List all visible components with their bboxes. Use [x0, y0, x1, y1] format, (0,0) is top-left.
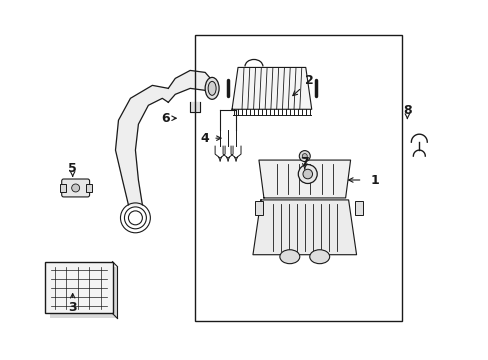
Circle shape — [299, 150, 309, 162]
Text: 5: 5 — [68, 162, 77, 175]
Bar — [195, 35, 402, 321]
Polygon shape — [190, 102, 200, 112]
Ellipse shape — [309, 250, 329, 264]
Circle shape — [298, 165, 317, 184]
Text: 7: 7 — [300, 156, 308, 168]
Ellipse shape — [205, 77, 219, 99]
Ellipse shape — [279, 250, 299, 264]
Polygon shape — [259, 160, 350, 198]
Text: 2: 2 — [305, 74, 313, 87]
Bar — [45, 262, 112, 314]
Bar — [85, 184, 91, 192]
Text: 3: 3 — [68, 301, 77, 314]
Bar — [354, 201, 362, 215]
Polygon shape — [252, 200, 356, 255]
Text: 8: 8 — [402, 104, 411, 117]
Bar — [50, 267, 117, 319]
Bar — [254, 201, 263, 215]
Text: 6: 6 — [161, 112, 169, 125]
Polygon shape — [232, 67, 311, 109]
Circle shape — [72, 184, 80, 192]
Ellipse shape — [208, 81, 216, 95]
Circle shape — [303, 169, 312, 179]
Polygon shape — [115, 85, 168, 205]
Bar — [60, 184, 65, 192]
Circle shape — [302, 154, 306, 159]
Text: 4: 4 — [201, 132, 209, 145]
Text: 1: 1 — [369, 174, 378, 186]
Polygon shape — [168, 71, 212, 102]
FancyBboxPatch shape — [61, 179, 89, 197]
